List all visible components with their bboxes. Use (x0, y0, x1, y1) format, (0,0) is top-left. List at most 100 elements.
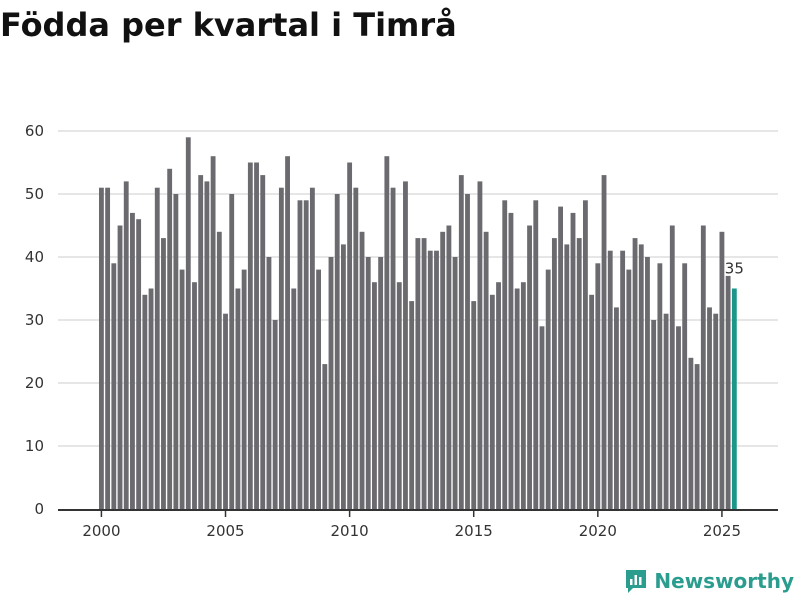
y-tick-label: 60 (25, 122, 44, 140)
bar (589, 294, 595, 509)
x-tick-label: 2005 (206, 522, 244, 540)
bar (601, 175, 607, 509)
bar (719, 231, 725, 510)
bar-highlighted (731, 288, 737, 509)
bar (558, 206, 564, 509)
brand-logo-group[interactable]: Newsworthy (624, 566, 794, 596)
bar (185, 137, 191, 510)
bar (216, 231, 222, 510)
bar (117, 225, 123, 509)
bar (632, 238, 638, 509)
bar (564, 244, 570, 509)
bar (527, 225, 532, 509)
y-tick-label: 30 (25, 311, 44, 329)
bar (682, 263, 688, 509)
bar (328, 257, 334, 509)
bar (440, 231, 446, 510)
bar (645, 257, 650, 509)
x-tick-label: 2025 (703, 522, 741, 540)
bar (409, 301, 415, 509)
bar (235, 288, 241, 509)
bar (309, 187, 315, 509)
bar (707, 307, 712, 509)
bar (508, 212, 514, 509)
bar (148, 288, 154, 509)
bar (347, 162, 353, 509)
bar (154, 187, 160, 509)
y-tick-label: 50 (25, 185, 44, 203)
bar (130, 212, 135, 509)
bars (98, 137, 737, 510)
bar (663, 313, 669, 509)
bar (173, 194, 179, 509)
bar (551, 238, 557, 509)
data-labels: 35 (725, 260, 744, 278)
bar (713, 313, 719, 509)
bar (303, 200, 309, 510)
bar (353, 187, 359, 509)
y-tick-label: 10 (25, 437, 44, 455)
bar (533, 200, 539, 510)
bar (260, 175, 266, 509)
brand-name: Newsworthy (654, 569, 794, 593)
bar (272, 320, 278, 509)
y-tick-label: 20 (25, 374, 44, 392)
bar (359, 231, 365, 510)
bar (614, 307, 619, 509)
x-axis: 2000 2005 2010 2015 2020 2025 (58, 509, 778, 540)
bar (278, 187, 284, 509)
bar (465, 194, 470, 509)
bar (421, 238, 427, 509)
bar (477, 181, 483, 509)
bar (607, 250, 613, 509)
bar (229, 194, 235, 509)
bar (365, 257, 371, 509)
bar (198, 175, 204, 509)
bar (427, 250, 433, 509)
bar (638, 244, 644, 509)
bar (98, 187, 104, 509)
bar (179, 269, 185, 509)
bar (620, 250, 626, 509)
y-axis-ticks: 0 10 20 30 40 50 60 (25, 122, 44, 518)
bar (694, 364, 700, 509)
bar (204, 181, 210, 509)
bar (502, 200, 508, 510)
bar (210, 156, 216, 509)
bar (570, 212, 576, 509)
bar (458, 175, 464, 509)
bar (316, 269, 322, 509)
bar (247, 162, 253, 509)
bar (396, 282, 402, 509)
bar (483, 231, 489, 510)
bar (192, 282, 197, 509)
bar (334, 194, 340, 509)
bar (520, 282, 526, 509)
x-tick-label: 2000 (82, 522, 120, 540)
bar (700, 225, 706, 509)
bar (496, 282, 501, 509)
x-tick-label: 2015 (455, 522, 493, 540)
bar (415, 238, 421, 509)
bar (582, 200, 588, 510)
bar (340, 244, 346, 509)
bar (223, 313, 228, 509)
bar (626, 269, 632, 509)
bar (669, 225, 675, 509)
bar (514, 288, 520, 509)
bar (595, 263, 601, 509)
bar (123, 181, 129, 509)
bar (142, 294, 148, 509)
x-tick-label: 2020 (579, 522, 617, 540)
bar (266, 257, 272, 509)
data-label-latest: 35 (725, 260, 744, 278)
bar (446, 225, 452, 509)
bar (576, 238, 582, 509)
bar (285, 156, 290, 509)
bar (322, 364, 328, 509)
bar (254, 162, 259, 509)
bar (105, 187, 111, 509)
bar (434, 250, 439, 509)
bar (167, 168, 173, 510)
